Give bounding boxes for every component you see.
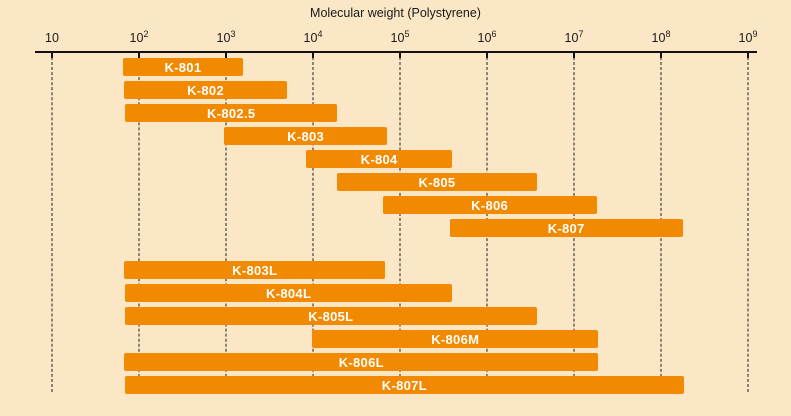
gridline (138, 57, 140, 392)
gridline (225, 57, 227, 392)
range-bar-k-803l: K-803L (124, 261, 386, 279)
bar-label: K-802 (187, 82, 224, 98)
range-bar-k-807l: K-807L (125, 376, 684, 394)
x-tick-mark (660, 53, 662, 58)
range-bar-k-805l: K-805L (125, 307, 537, 325)
x-tick-mark (225, 53, 227, 58)
bar-label: K-807L (381, 377, 427, 393)
gridline (51, 57, 53, 392)
range-bar-k-806l: K-806L (124, 353, 599, 371)
range-bar-k-804l: K-804L (125, 284, 453, 302)
range-bar-k-806m: K-806M (312, 330, 599, 348)
range-bar-k-807: K-807 (449, 219, 683, 237)
bar-label: K-804L (266, 285, 312, 301)
x-tick-label: 107 (564, 28, 584, 45)
x-tick-label: 10 (45, 31, 59, 45)
x-tick-label: 109 (738, 28, 758, 45)
bar-label: K-805L (308, 308, 354, 324)
x-tick-label: 108 (651, 28, 671, 45)
range-bar-k-806: K-806 (382, 196, 597, 214)
bar-label: K-803L (232, 262, 278, 278)
x-tick-label: 106 (477, 28, 497, 45)
bar-label: K-804 (360, 151, 398, 167)
bar-label: K-806 (471, 197, 509, 213)
gridline (312, 57, 314, 392)
bar-label: K-807 (547, 220, 585, 236)
x-tick-label: 103 (216, 28, 236, 45)
x-tick-mark (399, 53, 401, 58)
chart-title: Molecular weight (Polystyrene) (310, 6, 481, 20)
gridline (399, 57, 401, 392)
range-bar-k-803: K-803 (224, 127, 387, 145)
x-tick-mark (486, 53, 488, 58)
bar-label: K-806M (431, 331, 480, 347)
bar-label: K-802.5 (207, 105, 256, 121)
x-tick-label: 104 (303, 28, 323, 45)
range-bar-k-805: K-805 (337, 173, 537, 191)
x-axis-line (35, 51, 757, 53)
range-bar-k-804: K-804 (306, 150, 453, 168)
x-tick-label: 102 (129, 28, 149, 45)
x-tick-mark (747, 53, 749, 58)
bar-label: K-803 (287, 128, 325, 144)
x-tick-label: 105 (390, 28, 410, 45)
x-tick-mark (138, 53, 140, 58)
range-bar-k-802.5: K-802.5 (125, 104, 338, 122)
range-bar-k-802: K-802 (124, 81, 287, 99)
x-tick-mark (312, 53, 314, 58)
gridline (747, 57, 749, 392)
bar-label: K-801 (164, 59, 202, 75)
range-bar-k-801: K-801 (123, 58, 243, 76)
x-tick-mark (573, 53, 575, 58)
bar-label: K-806L (338, 354, 384, 370)
bar-label: K-805 (418, 174, 456, 190)
x-tick-mark (51, 53, 53, 58)
